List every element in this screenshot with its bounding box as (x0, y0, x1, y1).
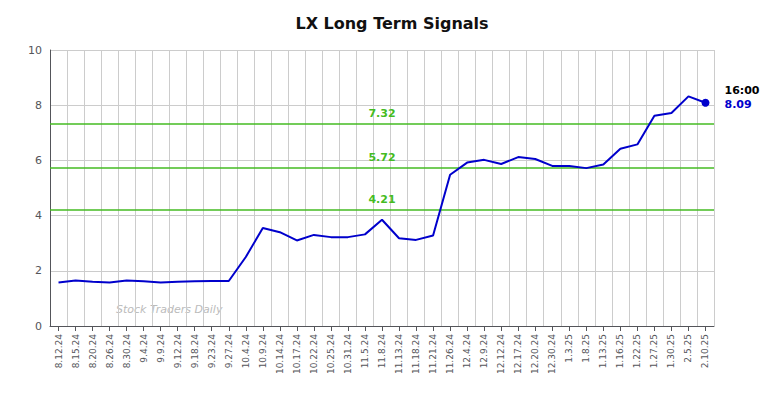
svg-text:1.3.25: 1.3.25 (564, 334, 574, 363)
svg-text:9.12.24: 9.12.24 (173, 334, 183, 369)
svg-text:12.20.24: 12.20.24 (530, 334, 540, 374)
svg-text:9.18.24: 9.18.24 (190, 334, 200, 369)
svg-text:1.30.25: 1.30.25 (666, 334, 676, 368)
svg-text:2.10.25: 2.10.25 (700, 334, 710, 368)
svg-text:1.13.25: 1.13.25 (598, 334, 608, 368)
svg-text:10.9.24: 10.9.24 (258, 334, 268, 369)
svg-text:9.27.24: 9.27.24 (224, 334, 234, 369)
svg-text:11.18.24: 11.18.24 (411, 334, 421, 374)
svg-text:2.5.25: 2.5.25 (683, 334, 693, 363)
svg-text:12.9.24: 12.9.24 (479, 334, 489, 369)
svg-text:5.72: 5.72 (368, 151, 395, 164)
svg-text:Stock Traders Daily: Stock Traders Daily (116, 303, 223, 316)
svg-text:10.31.24: 10.31.24 (343, 334, 353, 374)
svg-text:7.32: 7.32 (368, 107, 395, 120)
svg-text:8.20.24: 8.20.24 (88, 334, 98, 369)
svg-text:8.12.24: 8.12.24 (54, 334, 64, 369)
svg-text:0: 0 (35, 320, 42, 333)
svg-text:11.5.24: 11.5.24 (360, 334, 370, 369)
svg-text:11.21.24: 11.21.24 (428, 334, 438, 374)
svg-text:4: 4 (35, 209, 42, 222)
svg-text:10.22.24: 10.22.24 (309, 334, 319, 374)
svg-text:12.12.24: 12.12.24 (496, 334, 506, 374)
svg-text:1.22.25: 1.22.25 (632, 334, 642, 368)
svg-text:10.4.24: 10.4.24 (241, 334, 251, 369)
svg-text:9.23.24: 9.23.24 (207, 334, 217, 369)
svg-text:9.9.24: 9.9.24 (156, 334, 166, 363)
svg-text:12.17.24: 12.17.24 (513, 334, 523, 374)
svg-text:16:00: 16:00 (724, 84, 759, 97)
svg-text:9.4.24: 9.4.24 (139, 334, 149, 363)
svg-text:1.8.25: 1.8.25 (581, 334, 591, 363)
svg-text:8.09: 8.09 (724, 98, 751, 111)
svg-text:11.13.24: 11.13.24 (394, 334, 404, 374)
svg-text:6: 6 (35, 154, 42, 167)
svg-text:10.17.24: 10.17.24 (292, 334, 302, 374)
svg-text:8: 8 (35, 99, 42, 112)
svg-text:10.25.24: 10.25.24 (326, 334, 336, 374)
svg-text:4.21: 4.21 (368, 193, 395, 206)
svg-text:1.16.25: 1.16.25 (615, 334, 625, 368)
svg-text:11.26.24: 11.26.24 (445, 334, 455, 374)
svg-text:8.26.24: 8.26.24 (105, 334, 115, 369)
svg-text:2: 2 (35, 264, 42, 277)
svg-text:12.30.24: 12.30.24 (547, 334, 557, 374)
svg-text:8.30.24: 8.30.24 (122, 334, 132, 369)
svg-text:10: 10 (28, 44, 42, 57)
svg-text:12.4.24: 12.4.24 (462, 334, 472, 369)
svg-text:11.8.24: 11.8.24 (377, 334, 387, 369)
svg-text:8.15.24: 8.15.24 (71, 334, 81, 369)
svg-text:LX Long Term Signals: LX Long Term Signals (295, 14, 488, 33)
svg-text:10.14.24: 10.14.24 (275, 334, 285, 374)
svg-text:1.27.25: 1.27.25 (649, 334, 659, 368)
